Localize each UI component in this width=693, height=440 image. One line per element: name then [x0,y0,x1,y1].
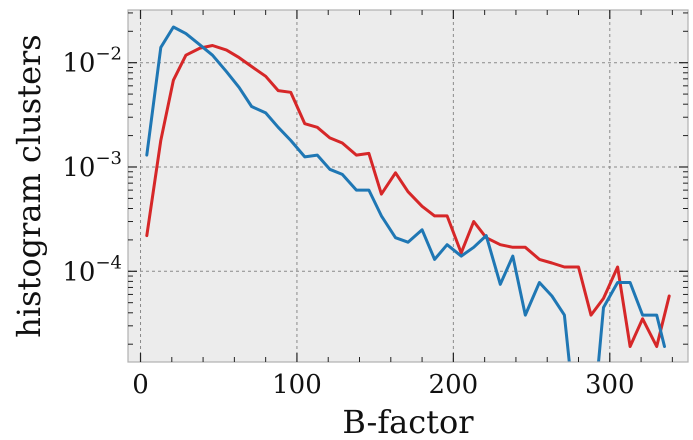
plot-frame [127,9,689,363]
y-axis-title: histogram clusters [10,34,48,337]
x-tick-label: 200 [429,370,479,400]
plot-area [128,10,688,362]
y-tick-label: 10−3 [62,148,122,183]
y-tick-label: 10−4 [62,252,122,287]
series-line-1 [145,44,671,348]
x-tick-label: 300 [585,370,635,400]
x-tick-label: 0 [132,370,149,400]
grid [128,10,688,362]
series-group [145,25,671,362]
y-tick-label: 10−2 [62,44,122,79]
x-axis-title: B-factor [342,403,474,440]
x-tick-label: 100 [272,370,322,400]
series-line-2 [145,25,666,362]
ticks: 0 100 200 300 10−2 10−3 10−4 [62,10,688,400]
